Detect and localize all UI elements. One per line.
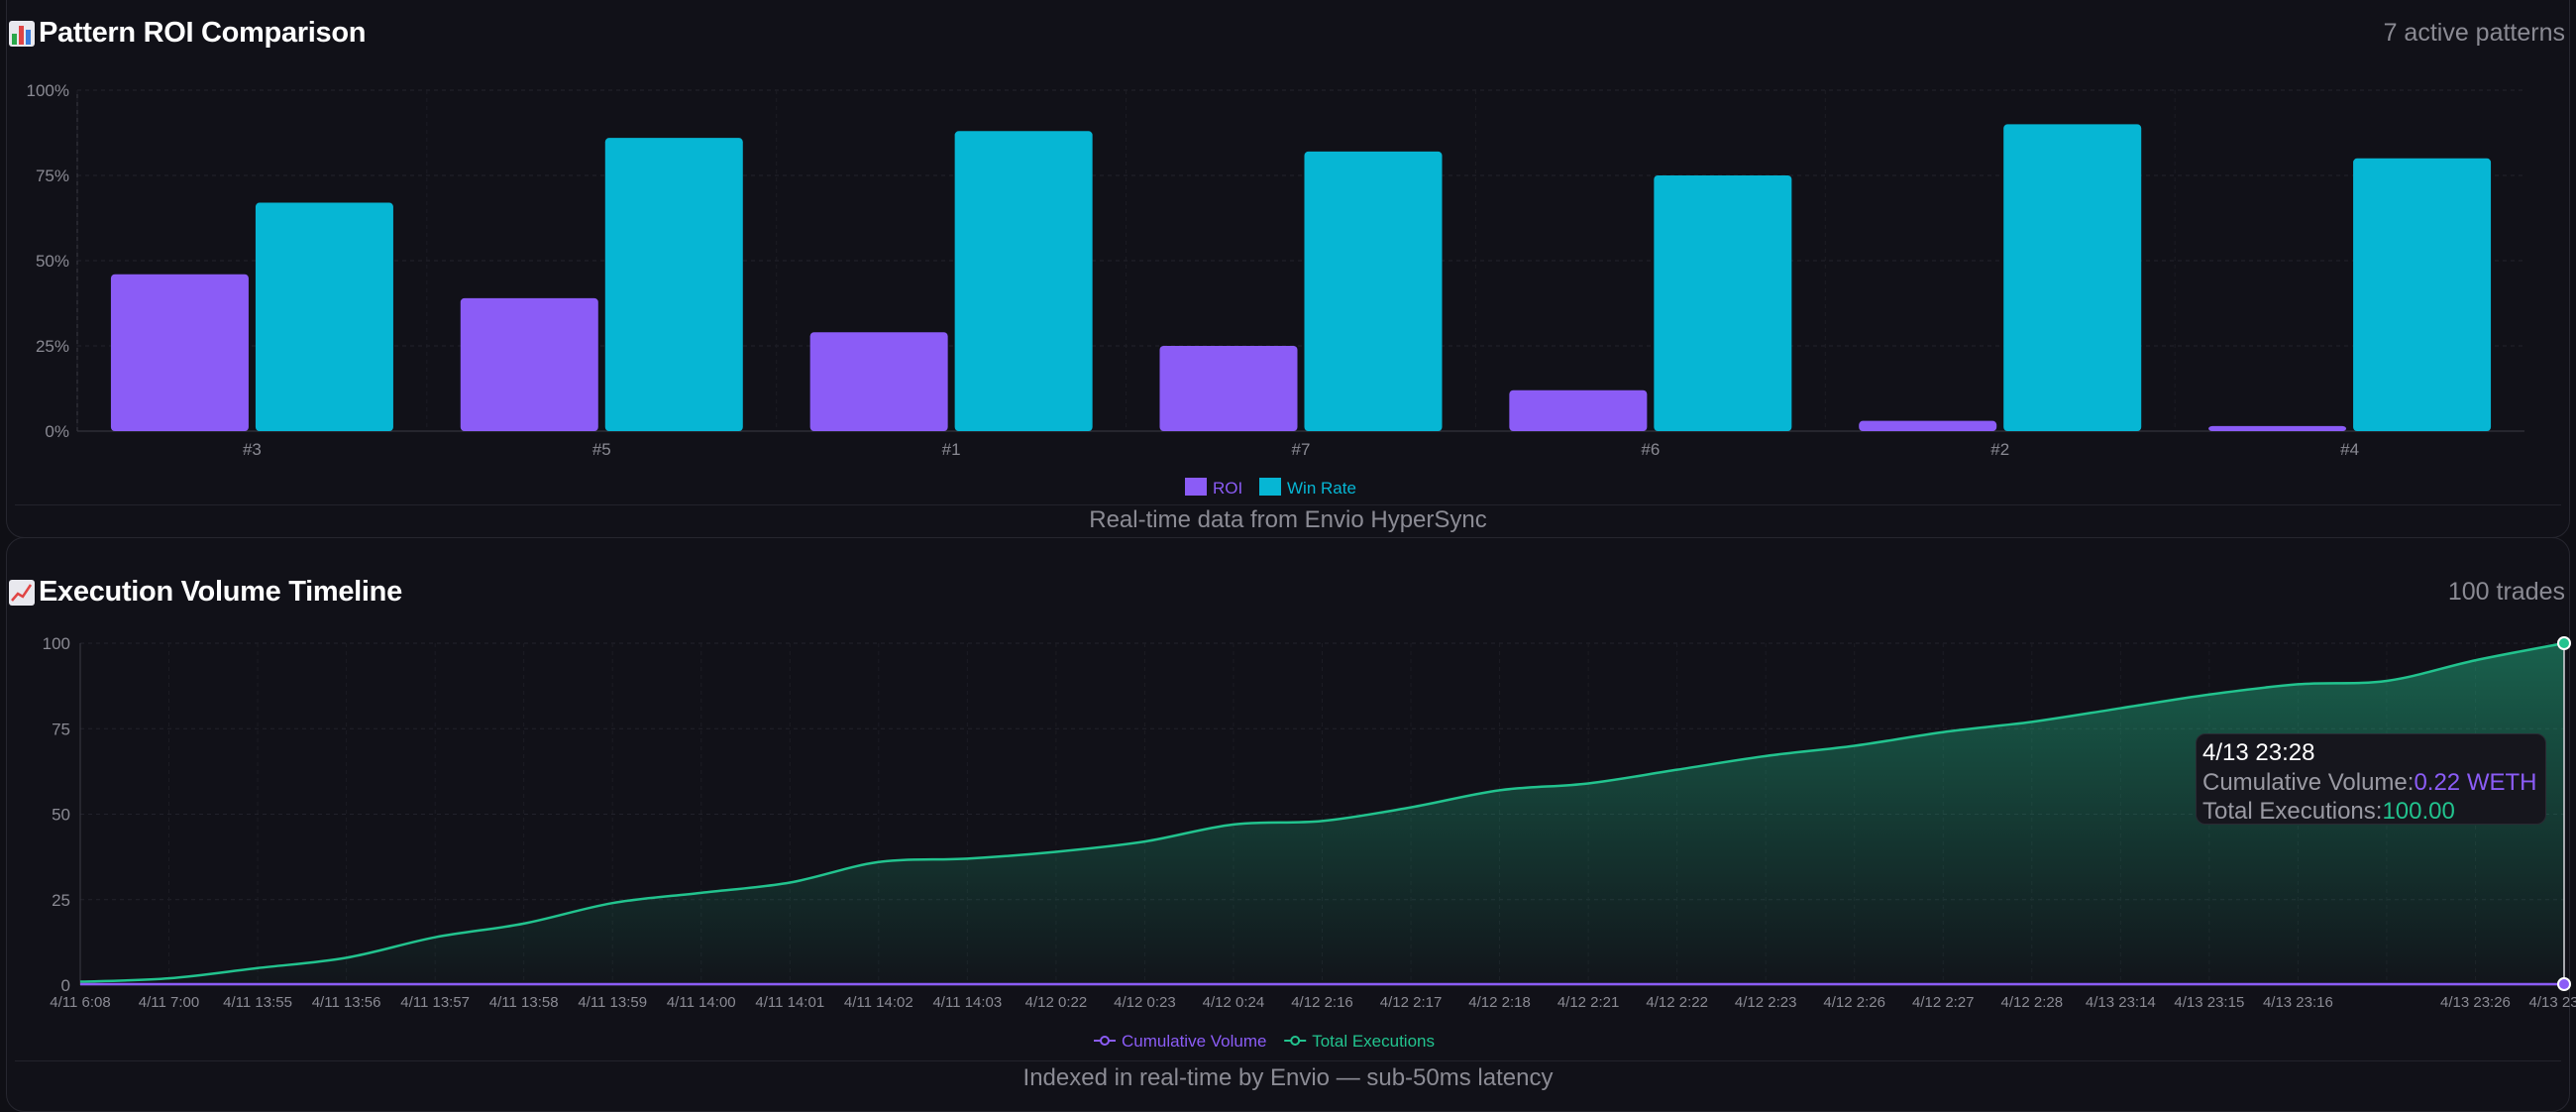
x-tick-label: 4/12 2:17 <box>1380 994 1443 1011</box>
volume-panel-title: Execution Volume Timeline <box>9 576 402 609</box>
x-tick-label: #3 <box>243 440 262 459</box>
legend-label: Win Rate <box>1287 479 1356 498</box>
roi-footer-divider <box>15 504 2561 505</box>
x-tick-label: 4/12 2:16 <box>1291 994 1353 1011</box>
charts-canvas: 0% 25% 50% 75% 100% #3 #5 #1 #7 #6 #2 #4 ROI Win Rate… <box>27 81 2576 1051</box>
y-tick-label: 0% <box>45 422 69 441</box>
x-tick-label: 4/13 23:14 <box>2086 994 2156 1011</box>
bar-roi <box>460 297 598 431</box>
x-tick-label: 4/11 14:03 <box>932 994 1002 1011</box>
bar-roi <box>110 274 249 431</box>
x-tick-label: 4/11 13:55 <box>223 994 292 1011</box>
volume-panel-header: Execution Volume Timeline 100 trades <box>9 568 2565 617</box>
y-tick-label: 75 <box>52 720 70 738</box>
x-tick-label: #7 <box>1292 440 1311 459</box>
volume-title-text: Execution Volume Timeline <box>39 576 402 608</box>
roi-panel-footer: Real-time data from Envio HyperSync <box>1089 506 1487 533</box>
x-tick-label: 4/13 23:15 <box>2174 994 2244 1011</box>
x-tick-label: 4/12 2:21 <box>1557 994 1620 1011</box>
x-tick-label: 4/11 13:59 <box>578 994 647 1011</box>
roi-title-text: Pattern ROI Comparison <box>39 17 367 49</box>
tooltip-volume-label: Cumulative Volume: <box>2202 769 2415 796</box>
x-tick-label: 4/13 23:16 <box>2263 994 2333 1011</box>
tooltip-exec-row: Total Executions:100.00 <box>2202 797 2539 826</box>
y-tick-label: 100% <box>27 81 69 100</box>
bar-roi <box>2208 425 2347 431</box>
x-tick-label: 4/12 2:27 <box>1912 994 1975 1011</box>
x-tick-label: 4/12 0:23 <box>1114 994 1176 1011</box>
bar-roi <box>1509 389 1648 431</box>
x-tick-label: 4/11 14:01 <box>755 994 824 1011</box>
legend-marker <box>1100 1036 1110 1046</box>
executions-line <box>79 641 2565 983</box>
y-tick-label: 50% <box>36 252 69 271</box>
x-tick-label: 4/11 13:56 <box>312 994 381 1011</box>
roi-panel: Pattern ROI Comparison 7 active patterns… <box>6 0 2570 538</box>
bar-roi <box>1859 420 1997 431</box>
active-patterns-count: 7 active patterns <box>2383 19 2565 47</box>
x-tick-label: 4/12 2:22 <box>1646 994 1708 1011</box>
bar-roi <box>809 332 948 431</box>
x-tick-label: #5 <box>592 440 611 459</box>
y-tick-label: 75% <box>36 167 69 185</box>
x-tick-label: 4/12 2:23 <box>1735 994 1797 1011</box>
bar-win-rate <box>954 131 1093 431</box>
executions-point <box>2557 636 2571 650</box>
x-tick-label: #2 <box>1990 440 2009 459</box>
x-tick-label: #4 <box>2340 440 2359 459</box>
x-tick-label: 4/11 13:57 <box>400 994 470 1011</box>
bar-win-rate <box>255 202 393 431</box>
x-tick-label: 4/13 23:28 <box>2529 994 2576 1011</box>
y-tick-label: 50 <box>52 806 70 825</box>
bar-chart-icon <box>9 20 35 47</box>
legend-label: ROI <box>1213 479 1242 498</box>
x-tick-label: 4/11 7:00 <box>139 994 199 1011</box>
legend-label: Cumulative Volume <box>1122 1032 1266 1051</box>
bar-win-rate <box>2003 124 2142 432</box>
y-tick-label: 25 <box>52 891 70 910</box>
y-tick-label: 25% <box>36 337 69 356</box>
x-tick-label: 4/12 2:18 <box>1468 994 1531 1011</box>
tooltip-exec-label: Total Executions: <box>2202 798 2383 825</box>
bar-win-rate <box>1304 151 1443 432</box>
x-tick-label: 4/13 23:26 <box>2440 994 2511 1011</box>
line-chart-icon <box>9 579 35 606</box>
legend-label: Total Executions <box>1312 1032 1435 1051</box>
x-tick-label: #6 <box>1641 440 1660 459</box>
y-tick-label: 0 <box>61 976 70 995</box>
bar-win-rate <box>2353 158 2492 432</box>
tooltip-exec-value: 100.00 <box>2382 798 2455 825</box>
x-tick-label: #1 <box>942 440 961 459</box>
x-tick-label: 4/12 2:26 <box>1823 994 1885 1011</box>
x-tick-label: 4/12 0:22 <box>1025 994 1088 1011</box>
x-tick-label: 4/11 14:02 <box>844 994 913 1011</box>
x-tick-label: 4/11 6:08 <box>50 994 110 1011</box>
executions-area <box>80 643 2564 985</box>
tooltip-volume-row: Cumulative Volume:0.22 WETH <box>2202 768 2539 797</box>
roi-panel-title: Pattern ROI Comparison <box>9 17 366 50</box>
bar-win-rate <box>604 138 743 431</box>
x-tick-label: 4/12 2:28 <box>2001 994 2064 1011</box>
tooltip-volume-value: 0.22 WETH <box>2414 769 2537 796</box>
x-tick-label: 4/11 14:00 <box>667 994 736 1011</box>
trades-count: 100 trades <box>2447 578 2565 606</box>
legend-swatch <box>1259 478 1281 496</box>
bar-win-rate <box>1654 175 1792 431</box>
x-tick-label: 4/12 0:24 <box>1203 994 1265 1011</box>
legend-marker <box>1290 1036 1301 1046</box>
chart-tooltip: 4/13 23:28 Cumulative Volume:0.22 WETH T… <box>2196 733 2546 825</box>
legend-swatch <box>1185 478 1207 496</box>
bar-roi <box>1159 346 1298 431</box>
volume-point <box>2557 977 2571 991</box>
roi-panel-header: Pattern ROI Comparison 7 active patterns <box>9 9 2565 58</box>
x-tick-label: 4/11 13:58 <box>489 994 559 1011</box>
y-tick-label: 100 <box>43 634 70 653</box>
tooltip-title: 4/13 23:28 <box>2202 739 2315 766</box>
volume-footer-divider <box>15 1060 2561 1061</box>
